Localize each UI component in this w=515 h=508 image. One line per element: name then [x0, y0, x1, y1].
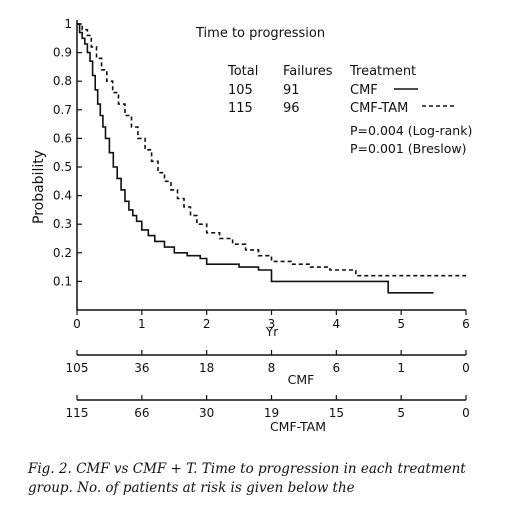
- legend-total-cmftam: 115: [228, 101, 253, 116]
- x-tick-label: 1: [138, 317, 146, 331]
- y-tick-label: 0.8: [53, 74, 72, 88]
- y-tick-label: 0.6: [53, 131, 72, 145]
- at-risk-values-cmf: 105 36 18 8 6 1 0: [66, 361, 470, 375]
- legend-treatment-cmftam: CMF-TAM: [350, 101, 408, 116]
- at-risk-value: 30: [199, 406, 214, 420]
- y-tick-label: 0.4: [53, 189, 72, 203]
- at-risk-ticks-cmf: [76, 350, 467, 355]
- series-line-cmftam: [77, 23, 466, 277]
- at-risk-value: 18: [199, 361, 214, 375]
- x-tick-label: 4: [333, 317, 341, 331]
- x-ticks: 0 1 2 3 4 5 6: [73, 310, 470, 331]
- y-tick-label: 0.1: [53, 274, 72, 288]
- at-risk-value: 36: [134, 361, 149, 375]
- y-tick-label: 1: [64, 17, 72, 31]
- y-tick-label: 0.2: [53, 246, 72, 260]
- legend-failures-cmftam: 96: [283, 101, 300, 116]
- at-risk-value: 6: [333, 361, 341, 375]
- at-risk-value: 1: [397, 361, 405, 375]
- at-risk-value: 0: [462, 406, 470, 420]
- legend-header-total: Total: [227, 64, 258, 79]
- y-tick-label: 0.3: [53, 217, 72, 231]
- y-ticks: 0.1 0.2 0.3 0.4 0.5 0.6 0.7 0.8 0.9 1: [53, 17, 82, 288]
- at-risk-value: 19: [264, 406, 279, 420]
- legend-total-cmf: 105: [228, 83, 253, 98]
- y-tick-label: 0.7: [53, 103, 72, 117]
- x-axis-label: Yr: [265, 325, 278, 339]
- at-risk-ticks-cmftam: [76, 395, 467, 400]
- y-tick-label: 0.5: [53, 160, 72, 174]
- at-risk-label-cmftam: CMF-TAM: [270, 419, 326, 434]
- at-risk-value: 115: [66, 406, 89, 420]
- x-tick-label: 6: [462, 317, 470, 331]
- chart-title: Time to progression: [195, 26, 325, 41]
- legend-header-failures: Failures: [283, 64, 333, 79]
- at-risk-value: 8: [268, 361, 276, 375]
- x-tick-label: 5: [397, 317, 405, 331]
- at-risk-value: 5: [397, 406, 405, 420]
- figure-caption: Fig. 2. CMF vs CMF + T. Time to progress…: [28, 461, 466, 496]
- series-layer: [77, 23, 466, 294]
- x-tick-label: 0: [73, 317, 81, 331]
- stat-logrank: P=0.004 (Log-rank): [350, 123, 472, 138]
- x-tick-label: 3: [268, 317, 276, 331]
- at-risk-values-cmftam: 115 66 30 19 15 5 0: [66, 406, 470, 420]
- y-axis-label: Probability: [31, 150, 47, 224]
- legend-header-treatment: Treatment: [349, 64, 416, 79]
- x-tick-label: 2: [203, 317, 211, 331]
- at-risk-label-cmf: CMF: [288, 372, 315, 387]
- at-risk-value: 66: [134, 406, 149, 420]
- at-risk-value: 15: [329, 406, 344, 420]
- at-risk-value: 105: [66, 361, 89, 375]
- stat-breslow: P=0.001 (Breslow): [350, 141, 467, 156]
- y-tick-label: 0.9: [53, 46, 72, 60]
- at-risk-value: 0: [462, 361, 470, 375]
- legend-failures-cmf: 91: [283, 83, 300, 98]
- series-line-cmf: [77, 23, 434, 294]
- legend-treatment-cmf: CMF: [350, 83, 378, 98]
